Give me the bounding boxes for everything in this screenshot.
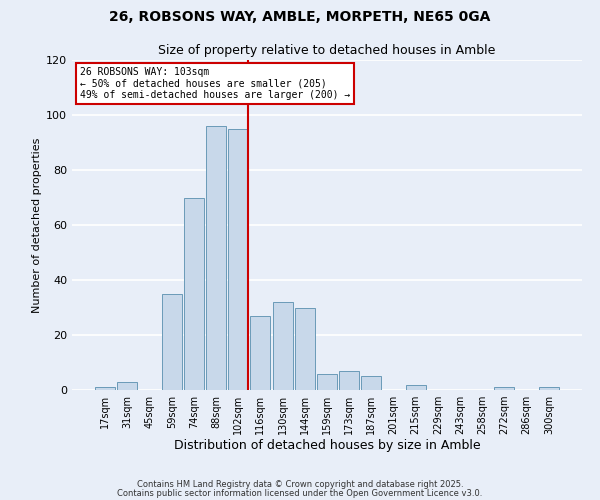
Bar (272, 302, 293, 390)
Title: Size of property relative to detached houses in Amble: Size of property relative to detached ho… (158, 44, 496, 58)
Bar (317, 374, 337, 390)
X-axis label: Distribution of detached houses by size in Amble: Distribution of detached houses by size … (173, 438, 481, 452)
Bar (295, 308, 315, 390)
Bar (228, 128, 248, 390)
Bar (406, 384, 426, 390)
Text: 26 ROBSONS WAY: 103sqm
← 50% of detached houses are smaller (205)
49% of semi-de: 26 ROBSONS WAY: 103sqm ← 50% of detached… (80, 66, 350, 100)
Bar (118, 382, 137, 390)
Bar (162, 294, 182, 390)
Bar (95, 387, 115, 390)
Y-axis label: Number of detached properties: Number of detached properties (32, 138, 42, 312)
Text: Contains HM Land Registry data © Crown copyright and database right 2025.: Contains HM Land Registry data © Crown c… (137, 480, 463, 489)
Bar (206, 126, 226, 390)
Bar (250, 316, 271, 390)
Bar (494, 387, 514, 390)
Bar (539, 387, 559, 390)
Bar (339, 371, 359, 390)
Text: Contains public sector information licensed under the Open Government Licence v3: Contains public sector information licen… (118, 488, 482, 498)
Bar (184, 198, 204, 390)
Text: 26, ROBSONS WAY, AMBLE, MORPETH, NE65 0GA: 26, ROBSONS WAY, AMBLE, MORPETH, NE65 0G… (109, 10, 491, 24)
Bar (361, 376, 382, 390)
